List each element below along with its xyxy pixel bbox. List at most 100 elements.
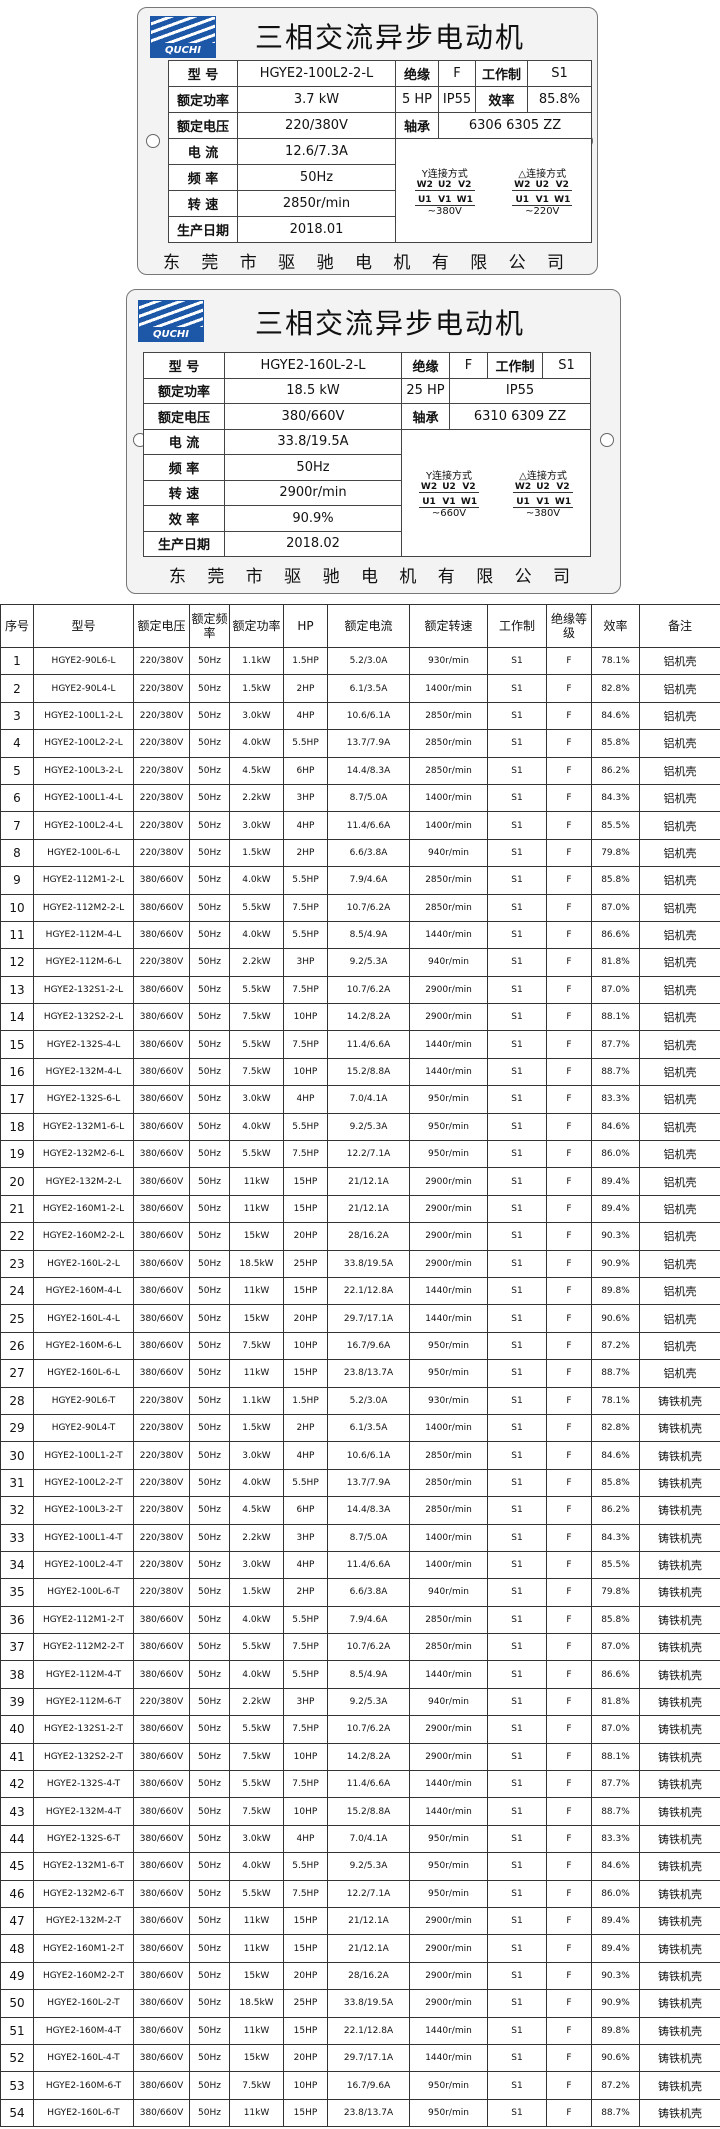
table-cell: S1 bbox=[487, 1057, 547, 1087]
table-cell: 2HP bbox=[283, 838, 328, 868]
wiring-label: △连接方式 bbox=[518, 168, 567, 180]
table-cell: 37 bbox=[0, 1633, 34, 1662]
table-cell: 7.5kW bbox=[229, 1003, 284, 1032]
table-cell: 20 bbox=[0, 1167, 34, 1196]
table-cell: F bbox=[546, 783, 592, 813]
table-cell: 50Hz bbox=[189, 1222, 230, 1251]
table-cell: 6HP bbox=[283, 1496, 328, 1525]
table-cell: 380/660V bbox=[133, 1304, 190, 1333]
table-cell: 78.1% bbox=[591, 1386, 640, 1415]
table-cell: 89.4% bbox=[591, 1194, 640, 1224]
table-row: 36 HGYE2-112M1-2-T 380/660V 50Hz 4.0kW 5.5HP 7… bbox=[0, 1605, 720, 1635]
table-cell: 7.5kW bbox=[229, 1057, 284, 1087]
table-cell: HGYE2-90L4-T bbox=[33, 1413, 134, 1443]
table-cell: 54 bbox=[0, 2098, 34, 2128]
table-cell: 18 bbox=[0, 1112, 34, 1142]
table-cell: F bbox=[546, 1715, 592, 1744]
terminal: U2 bbox=[439, 482, 459, 493]
table-cell: S1 bbox=[487, 729, 547, 758]
table-cell: 220/380V bbox=[133, 701, 190, 731]
table-cell: 30 bbox=[0, 1441, 34, 1470]
table-cell: 11.4/6.6A bbox=[327, 1550, 410, 1580]
table-cell: 50Hz bbox=[189, 1550, 230, 1580]
table-row: 35 HGYE2-100L-6-T 220/380V 50Hz 1.5kW 2HP 6.6/… bbox=[0, 1578, 720, 1607]
table-cell: 15HP bbox=[283, 1906, 328, 1936]
table-cell: 29.7/17.1A bbox=[327, 2043, 410, 2073]
table-cell: 33 bbox=[0, 1523, 34, 1552]
table-cell: 50Hz bbox=[189, 1167, 230, 1196]
table-cell: 1.5kW bbox=[229, 838, 284, 868]
table-cell: 9.2/5.3A bbox=[327, 948, 410, 977]
table-cell: 7 bbox=[0, 811, 34, 840]
table-cell: 50Hz bbox=[189, 1715, 230, 1744]
table-cell: 1400r/min bbox=[409, 783, 488, 813]
table-cell: 86.2% bbox=[591, 1496, 640, 1525]
plate-cell: 12.6/7.3A bbox=[237, 138, 396, 165]
table-cell: 86.6% bbox=[591, 1660, 640, 1689]
column-header: 绝缘等级 bbox=[546, 604, 592, 648]
plate-cell: 85.8% bbox=[527, 86, 592, 113]
table-cell: 87.7% bbox=[591, 1030, 640, 1059]
table-cell: S1 bbox=[487, 783, 547, 813]
table-row: 26 HGYE2-160M-6-L 380/660V 50Hz 7.5kW 10HP 16.… bbox=[0, 1331, 720, 1361]
table-cell: F bbox=[546, 1824, 592, 1854]
table-cell: 5.5HP bbox=[283, 1112, 328, 1142]
table-cell: 87.2% bbox=[591, 2071, 640, 2100]
table-cell: 2850r/min bbox=[409, 756, 488, 785]
table-cell: F bbox=[546, 811, 592, 840]
table-cell: 220/380V bbox=[133, 783, 190, 813]
table-row: 20 HGYE2-132M-2-L 380/660V 50Hz 11kW 15HP 21/1… bbox=[0, 1167, 720, 1196]
table-cell: 7.5kW bbox=[229, 1742, 284, 1772]
terminal: V2 bbox=[552, 180, 573, 191]
wiring-diagram: △连接方式 W2 U2 V2 U1 V1 W1 ~380V bbox=[513, 463, 573, 523]
table-cell: 1400r/min bbox=[409, 811, 488, 840]
table-cell: 3HP bbox=[283, 948, 328, 977]
table-cell: F bbox=[546, 1468, 592, 1498]
table-cell: 铝机壳 bbox=[639, 975, 720, 1005]
table-cell: F bbox=[546, 1906, 592, 1936]
table-cell: 15kW bbox=[229, 1304, 284, 1333]
table-cell: 铝机壳 bbox=[639, 646, 720, 676]
table-cell: HGYE2-132M-4-T bbox=[33, 1797, 134, 1826]
table-cell: 8.7/5.0A bbox=[327, 1523, 410, 1552]
plate-cell: HGYE2-100L2-2-L bbox=[237, 60, 396, 87]
table-cell: 220/380V bbox=[133, 729, 190, 758]
table-cell: 35 bbox=[0, 1578, 34, 1607]
table-cell: 31 bbox=[0, 1468, 34, 1498]
table-row: 52 HGYE2-160L-4-T 380/660V 50Hz 15kW 20HP 29.7… bbox=[0, 2043, 720, 2073]
table-cell: 3.0kW bbox=[229, 1824, 284, 1854]
table-cell: 5.5kW bbox=[229, 1770, 284, 1799]
table-cell: F bbox=[546, 1633, 592, 1662]
table-cell: 220/380V bbox=[133, 1386, 190, 1415]
table-cell: 铸铁机壳 bbox=[639, 1468, 720, 1498]
terminal: W2 bbox=[419, 481, 439, 493]
table-cell: 11kW bbox=[229, 1359, 284, 1388]
table-cell: 4.0kW bbox=[229, 729, 284, 758]
table-cell: 2900r/min bbox=[409, 1934, 488, 1963]
table-row: 18 HGYE2-132M1-6-L 380/660V 50Hz 4.0kW 5.5HP 9… bbox=[0, 1112, 720, 1142]
table-cell: 25HP bbox=[283, 1989, 328, 2018]
table-cell: 82.8% bbox=[591, 1413, 640, 1443]
table-row: 12 HGYE2-112M-6-L 220/380V 50Hz 2.2kW 3HP 9.2/… bbox=[0, 948, 720, 977]
table-cell: F bbox=[546, 756, 592, 785]
table-cell: 50Hz bbox=[189, 866, 230, 895]
terminal: W2 bbox=[414, 179, 435, 191]
table-cell: 7.0/4.1A bbox=[327, 1824, 410, 1854]
table-cell: 2850r/min bbox=[409, 1605, 488, 1635]
table-cell: 2.2kW bbox=[229, 1687, 284, 1717]
table-cell: 380/660V bbox=[133, 1961, 190, 1991]
table-cell: HGYE2-112M2-2-T bbox=[33, 1633, 134, 1662]
table-cell: 7.5HP bbox=[283, 1770, 328, 1799]
terminal: V1 bbox=[532, 195, 553, 206]
table-cell: S1 bbox=[487, 1386, 547, 1415]
table-cell: S1 bbox=[487, 674, 547, 703]
table-cell: F bbox=[546, 2098, 592, 2128]
table-cell: 380/660V bbox=[133, 1852, 190, 1881]
plate-table: 型 号 HGYE2-100L2-2-L 绝缘 F 工作制 S1 额定功率 3.7 kW 5 HP… bbox=[168, 60, 592, 243]
table-cell: 220/380V bbox=[133, 1413, 190, 1443]
table-cell: HGYE2-132S1-2-T bbox=[33, 1715, 134, 1744]
terminal: V2 bbox=[454, 180, 475, 191]
plate-cell: 频 率 bbox=[168, 164, 238, 191]
table-cell: 220/380V bbox=[133, 811, 190, 840]
table-cell: S1 bbox=[487, 1003, 547, 1032]
